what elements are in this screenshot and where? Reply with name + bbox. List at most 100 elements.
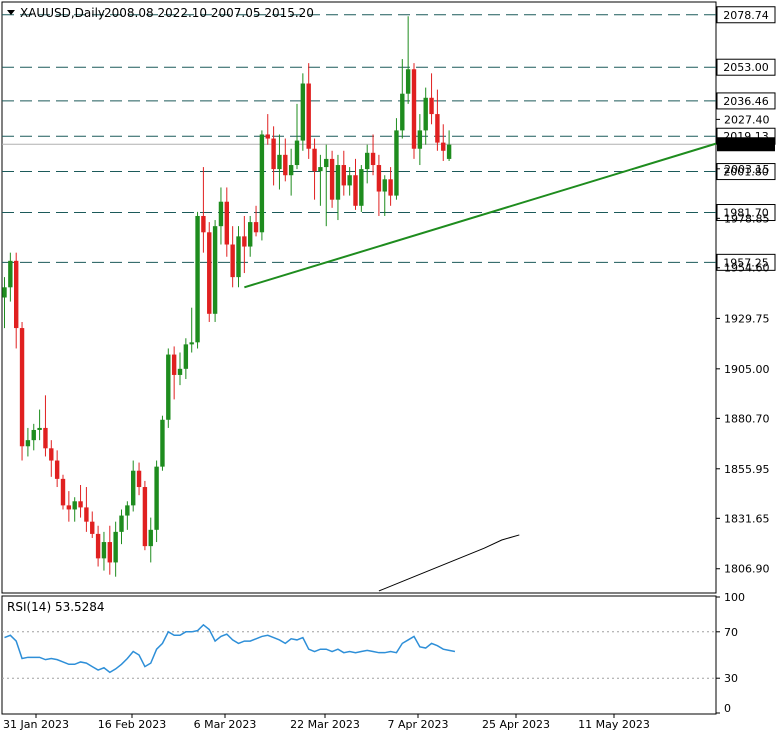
candle-55 [324, 144, 329, 227]
candle-body-13 [78, 501, 83, 508]
candle-body-10 [60, 478, 66, 506]
candle-76 [446, 130, 452, 161]
candle-50 [294, 103, 300, 170]
candle-body-44 [259, 134, 265, 233]
time-tick-label-5: 25 Apr 2023 [482, 718, 550, 731]
trendline-path [244, 142, 717, 289]
candle-body-40 [236, 236, 241, 278]
candle-body-74 [435, 114, 440, 143]
level-lines: 2078.742053.002036.462019.132001.801981.… [2, 6, 776, 271]
candle-35 [207, 222, 212, 322]
candle-11 [66, 491, 72, 522]
candle-body-19 [113, 531, 118, 563]
candle-60 [353, 158, 358, 210]
candle-32 [189, 307, 194, 353]
candle-body-5 [31, 429, 36, 441]
candle-body-51 [300, 83, 306, 141]
candle-3 [19, 321, 25, 461]
candle-body-54 [318, 167, 323, 172]
candle-23 [136, 462, 142, 496]
candle-body-28 [166, 354, 171, 420]
rsi-series [2, 623, 716, 679]
candle-body-29 [171, 354, 177, 375]
candle-body-7 [43, 427, 48, 449]
candle-59 [347, 167, 352, 196]
price-tick-label-7: 1855.95 [724, 463, 770, 476]
candle-0 [2, 277, 7, 329]
price-tick-label-2: 1978.85 [724, 212, 770, 225]
candle-70 [411, 63, 417, 159]
candle-43 [253, 205, 259, 237]
rsi-tick-label-3: 0 [724, 702, 731, 715]
rsi-tick-label-2: 30 [724, 672, 738, 685]
candle-body-35 [207, 232, 212, 314]
price-axis: 2027.40 2003.15 1978.85 1954.60 1929.75 1905.… [716, 113, 770, 576]
candle-72 [423, 87, 428, 145]
price-tick-label-8: 1831.65 [724, 512, 770, 525]
candle-body-34 [201, 215, 206, 233]
candle-18 [107, 525, 112, 575]
price-tick-label-3: 1954.60 [724, 262, 770, 275]
candle-64 [376, 154, 382, 216]
price-tick-label-0: 2027.40 [724, 113, 770, 126]
candle-40 [236, 226, 241, 288]
candle-body-30 [177, 368, 183, 375]
time-axis: 31 Jan 2023 16 Feb 2023 6 Mar 2023 22 Mar 2… [3, 714, 650, 731]
level-label-box-4 [716, 163, 776, 181]
candle-body-61 [359, 169, 364, 206]
candle-body-59 [347, 175, 352, 186]
candle-17 [101, 531, 107, 571]
candle-7 [43, 395, 48, 457]
candle-body-11 [66, 505, 72, 510]
candle-36 [212, 220, 218, 322]
candle-57 [335, 154, 341, 221]
candle-19 [113, 521, 118, 577]
candle-body-47 [277, 154, 282, 170]
candle-body-42 [248, 222, 253, 247]
candle-29 [171, 346, 177, 400]
candle-body-32 [189, 342, 194, 345]
candle-body-0 [2, 287, 7, 298]
candle-body-62 [365, 152, 370, 170]
rsi-title: RSI(14) 53.5284 [7, 600, 105, 614]
candle-body-20 [119, 515, 124, 532]
rsi-line [4, 623, 456, 674]
candle-body-68 [400, 93, 405, 131]
dropdown-triangle-icon[interactable] [7, 10, 15, 15]
candle-body-57 [335, 165, 341, 200]
candle-body-66 [388, 179, 393, 196]
rsi-tick-label-0: 100 [724, 591, 745, 604]
chart-ohlc: 2008.08 2022.10 2007.05 2015.20 [104, 6, 314, 20]
candle-body-55 [324, 158, 329, 168]
moving-average-path [378, 534, 520, 592]
candle-63 [370, 134, 376, 176]
candle-body-37 [218, 201, 224, 227]
candle-20 [119, 509, 124, 545]
rsi-axis: 100 70 30 0 [716, 591, 745, 715]
candle-15 [90, 511, 95, 538]
chart-symbol: XAUUSD,Daily [20, 6, 105, 20]
candle-61 [359, 165, 364, 212]
current-price-box [717, 137, 775, 152]
candle-body-31 [183, 344, 189, 369]
candle-body-39 [230, 244, 235, 278]
candle-51 [300, 73, 306, 151]
candle-47 [277, 134, 282, 190]
candle-body-36 [212, 226, 218, 314]
candle-body-52 [306, 83, 311, 149]
level-label-2: 2036.46 [723, 95, 769, 108]
candle-body-4 [25, 440, 31, 447]
candle-42 [248, 215, 253, 257]
current-price-label: 2015.20 [723, 138, 769, 151]
candle-body-12 [72, 501, 77, 510]
candle-52 [306, 63, 311, 159]
candles [2, 16, 452, 577]
time-tick-label-2: 6 Mar 2023 [194, 718, 257, 731]
candle-body-6 [37, 427, 42, 430]
price-tick-label-6: 1880.70 [724, 412, 770, 425]
candle-39 [230, 226, 235, 288]
candle-34 [201, 167, 206, 253]
candle-69 [405, 16, 411, 104]
rsi-plot-frame [1, 595, 717, 715]
